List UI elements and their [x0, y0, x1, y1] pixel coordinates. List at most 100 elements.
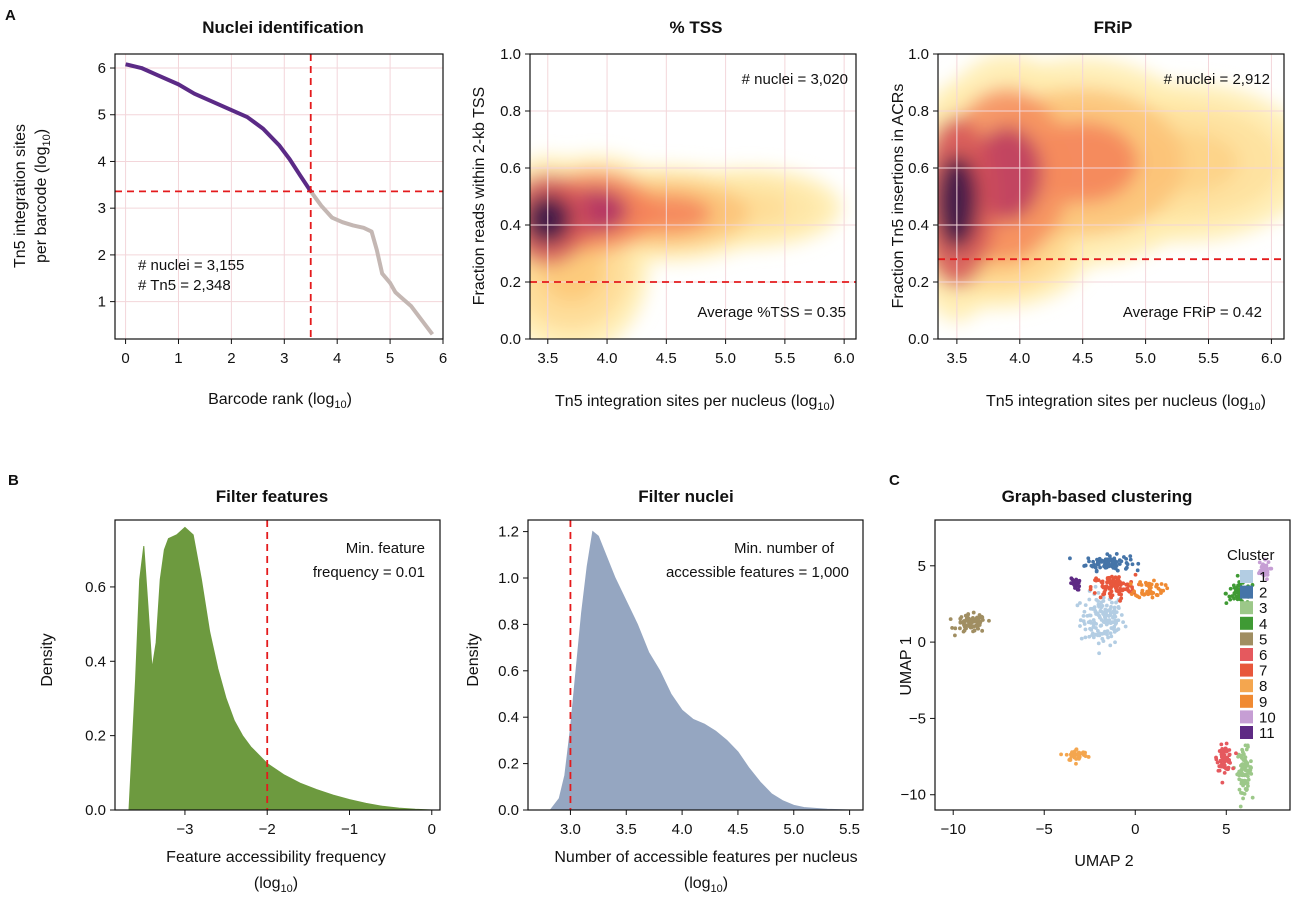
umap-point-cluster-2	[1110, 560, 1115, 565]
x-axis-label: UMAP 2	[1074, 853, 1133, 870]
legend-swatch-3	[1240, 601, 1253, 615]
umap-point-cluster-6	[1234, 751, 1238, 756]
y-axis-label: Fraction reads within 2-kb TSS	[471, 87, 488, 305]
umap-point-cluster-6	[1219, 748, 1223, 753]
umap-point-cluster-5	[970, 617, 975, 621]
legend-label-1: 1	[1259, 569, 1267, 586]
x-tick-label: 4.0	[672, 821, 693, 838]
umap-chart: Graph-based clustering −10−50510−10−505 …	[898, 487, 1309, 870]
x-axis-label-line2: (log10)	[254, 875, 298, 895]
umap-point-cluster-1	[1083, 635, 1088, 640]
umap-point-cluster-1	[1094, 597, 1099, 602]
umap-point-cluster-2	[1103, 564, 1108, 569]
umap-point-cluster-10	[1257, 570, 1262, 575]
umap-point-cluster-7	[1130, 585, 1134, 590]
umap-point-cluster-1	[1101, 639, 1106, 643]
y-tick-label: 2	[98, 247, 106, 264]
umap-point-cluster-9	[1152, 578, 1156, 583]
umap-point-cluster-2	[1083, 563, 1088, 568]
umap-point-cluster-1	[1078, 624, 1082, 628]
chart-title: FRiP	[1094, 18, 1133, 37]
umap-point-cluster-3	[1249, 771, 1254, 776]
umap-point-cluster-1	[1108, 611, 1113, 615]
umap-point-cluster-7	[1105, 585, 1109, 589]
y-axis-label-line2: per barcode (log10)	[33, 129, 53, 263]
legend-swatch-5	[1240, 632, 1253, 646]
umap-point-cluster-1	[1097, 651, 1102, 656]
umap-point-cluster-9	[1137, 595, 1142, 600]
umap-point-cluster-3	[1236, 771, 1241, 776]
umap-point-cluster-4	[1230, 594, 1235, 599]
umap-point-cluster-11	[1076, 587, 1081, 592]
umap-point-cluster-10	[1265, 572, 1270, 577]
x-tick-label: 5.5	[1198, 350, 1219, 367]
legend-swatch-2	[1240, 585, 1253, 599]
umap-point-cluster-3	[1246, 777, 1251, 782]
umap-point-cluster-7	[1120, 588, 1125, 593]
umap-point-cluster-9	[1143, 580, 1148, 585]
umap-point-cluster-3	[1240, 747, 1245, 752]
umap-point-cluster-6	[1231, 766, 1236, 771]
umap-point-cluster-1	[1088, 626, 1092, 631]
annotation-line2: accessible features = 1,000	[666, 564, 849, 581]
umap-point-cluster-2	[1136, 561, 1141, 566]
annotation-nuclei: # nuclei = 2,912	[1164, 71, 1270, 88]
umap-point-cluster-1	[1098, 603, 1103, 608]
umap-point-cluster-5	[971, 610, 976, 615]
umap-point-cluster-1	[1078, 601, 1082, 605]
x-axis-label-line1: Feature accessibility frequency	[166, 849, 386, 866]
umap-point-cluster-2	[1107, 558, 1112, 563]
y-tick-label: 1.0	[500, 46, 521, 63]
x-tick-label: 3.5	[616, 821, 637, 838]
umap-point-cluster-7	[1100, 581, 1105, 586]
umap-point-cluster-1	[1114, 600, 1118, 605]
umap-point-cluster-8	[1064, 752, 1069, 757]
umap-point-cluster-8	[1059, 752, 1063, 757]
umap-point-cluster-3	[1246, 763, 1250, 768]
y-axis-label: UMAP 1	[898, 636, 915, 695]
legend-swatch-4	[1240, 616, 1253, 630]
umap-point-cluster-1	[1075, 603, 1080, 608]
legend-swatch-9	[1240, 694, 1253, 708]
x-axis-label-line2: (log10)	[684, 875, 728, 895]
umap-point-cluster-5	[980, 628, 985, 633]
legend-label-3: 3	[1259, 600, 1267, 617]
umap-point-cluster-8	[1072, 753, 1076, 758]
umap-point-cluster-2	[1093, 565, 1098, 570]
legend-label-7: 7	[1259, 663, 1267, 680]
umap-point-cluster-2	[1098, 565, 1103, 570]
annotation-line1: Min. number of	[734, 540, 835, 557]
umap-point-cluster-5	[958, 616, 963, 621]
umap-point-cluster-7	[1108, 586, 1113, 591]
umap-point-cluster-1	[1113, 640, 1117, 645]
umap-point-cluster-4	[1235, 573, 1240, 578]
y-tick-label: 0.0	[85, 802, 106, 819]
x-tick-label: 5.5	[839, 821, 860, 838]
x-tick-label: 0	[1131, 821, 1139, 838]
umap-point-cluster-6	[1220, 780, 1225, 785]
y-tick-label: 5	[918, 558, 926, 575]
chart-title: % TSS	[670, 18, 723, 37]
y-axis-label: Density	[39, 633, 56, 686]
umap-point-cluster-1	[1087, 597, 1092, 602]
umap-point-cluster-3	[1238, 754, 1243, 759]
density-area	[549, 530, 850, 811]
legend-swatch-6	[1240, 648, 1253, 661]
umap-point-cluster-3	[1241, 758, 1246, 762]
umap-point-cluster-1	[1099, 623, 1104, 628]
umap-point-cluster-1	[1083, 627, 1088, 632]
umap-point-cluster-2	[1117, 562, 1122, 566]
series-line-background	[309, 190, 435, 336]
x-tick-label: 5.5	[774, 350, 795, 367]
panel-label-c: C	[889, 472, 900, 489]
legend-swatch-1	[1240, 570, 1253, 583]
umap-point-cluster-6	[1224, 749, 1229, 754]
umap-point-cluster-9	[1147, 581, 1151, 586]
umap-point-cluster-11	[1071, 580, 1076, 585]
umap-point-cluster-1	[1114, 628, 1119, 633]
umap-point-cluster-11	[1077, 578, 1082, 583]
umap-point-cluster-5	[975, 615, 979, 620]
umap-point-cluster-5	[987, 618, 991, 623]
umap-point-cluster-1	[1079, 636, 1084, 641]
umap-point-cluster-1	[1109, 634, 1114, 639]
